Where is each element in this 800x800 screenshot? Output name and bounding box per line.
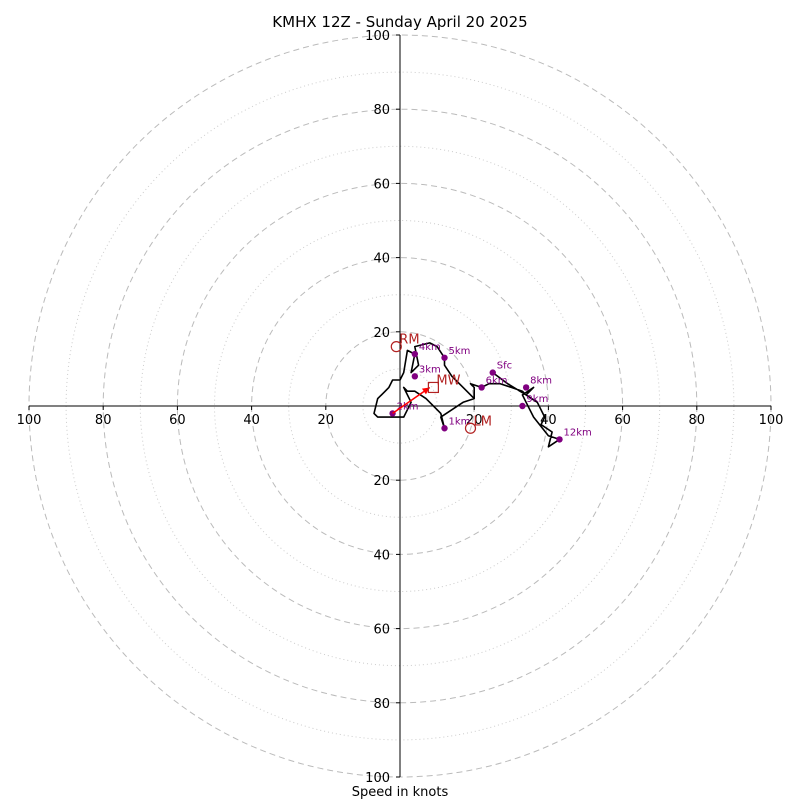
hodograph-trace xyxy=(373,342,561,448)
storm-motion-label: MW xyxy=(436,373,460,388)
height-markers: Sfc 1km 2km 3km 4km 5km 6km 8km 9km 12km xyxy=(389,342,592,443)
x-axis-label: Speed in knots xyxy=(352,785,449,800)
y-tick-label: 100 xyxy=(365,771,390,786)
height-marker-label: 5km xyxy=(449,346,471,357)
x-tick-label: 20 xyxy=(466,413,483,428)
hodograph-trace-group xyxy=(373,342,561,448)
storm-motion-marker xyxy=(464,422,477,434)
tick-labels: 1001008080606040402020202040406060808010… xyxy=(17,29,784,786)
y-tick-label: 40 xyxy=(373,252,390,267)
height-marker-label: 12km xyxy=(564,427,592,438)
chart-title: KMHX 12Z - Sunday April 20 2025 xyxy=(272,13,527,31)
height-marker xyxy=(441,354,448,361)
height-marker xyxy=(441,425,448,432)
height-marker-label: 8km xyxy=(530,375,552,386)
storm-motion-marker xyxy=(390,341,402,353)
storm-motion-label: LM xyxy=(473,414,491,429)
x-tick-label: 40 xyxy=(243,413,260,428)
y-tick-label: 100 xyxy=(365,29,390,44)
height-marker xyxy=(478,384,485,391)
x-tick-label: 60 xyxy=(614,413,631,428)
height-marker xyxy=(411,350,419,358)
x-tick-label: 20 xyxy=(318,413,335,428)
y-tick-label: 80 xyxy=(373,103,390,118)
height-marker-label: 9km xyxy=(526,394,548,405)
height-marker-label: 6km xyxy=(486,375,508,386)
x-tick-label: 80 xyxy=(689,413,706,428)
mean-wind-arrowhead xyxy=(421,387,430,395)
storm-motion-marker xyxy=(427,381,439,394)
y-tick-label: 60 xyxy=(373,623,390,638)
storm-motion-label: RM xyxy=(399,333,419,348)
height-marker xyxy=(519,402,526,410)
height-marker xyxy=(411,373,419,380)
y-tick-label: 40 xyxy=(373,548,390,563)
height-marker-label: 2km xyxy=(397,401,419,412)
y-tick-label: 20 xyxy=(373,326,390,341)
height-marker-label: 3km xyxy=(419,364,441,375)
x-tick-label: 100 xyxy=(759,413,784,428)
height-marker xyxy=(489,369,496,376)
height-marker-label: Sfc xyxy=(497,361,512,372)
height-marker-label: 4km xyxy=(419,342,441,353)
storm-motion-markers: RM LM MW xyxy=(390,333,492,434)
y-tick-label: 60 xyxy=(373,177,390,192)
height-marker xyxy=(556,436,563,443)
mean-wind-arrow xyxy=(392,386,431,415)
x-tick-label: 80 xyxy=(95,413,112,428)
x-tick-label: 60 xyxy=(169,413,186,428)
height-marker-label: 1km xyxy=(449,416,471,427)
height-marker xyxy=(522,384,530,391)
y-tick-label: 20 xyxy=(373,474,390,489)
y-tick-label: 80 xyxy=(373,697,390,712)
x-tick-label: 100 xyxy=(17,413,42,428)
axes xyxy=(29,35,771,777)
